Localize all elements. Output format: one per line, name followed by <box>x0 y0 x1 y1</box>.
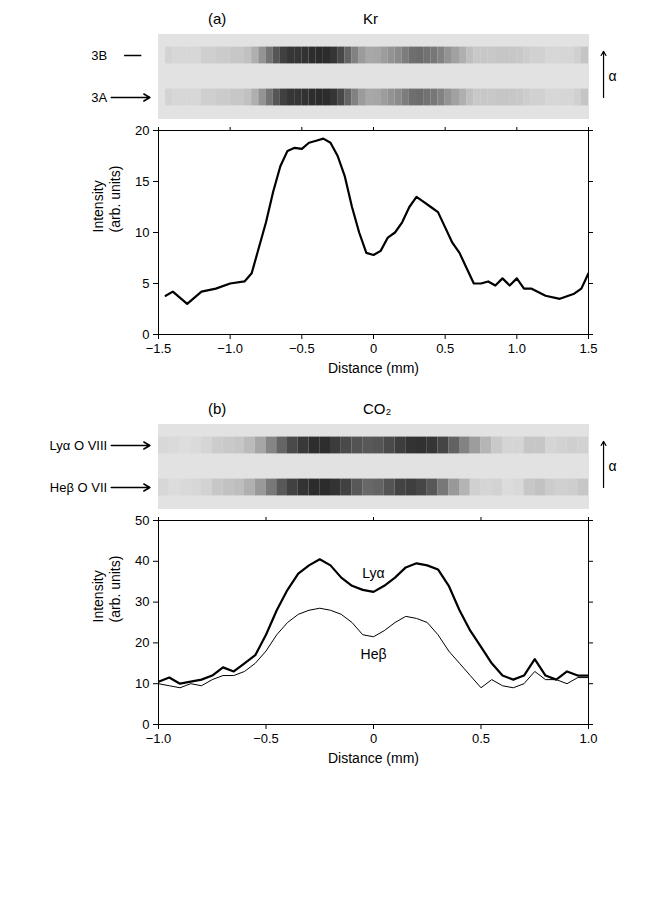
svg-text:Lyα: Lyα <box>362 565 384 581</box>
svg-text:10: 10 <box>135 225 149 240</box>
svg-text:−0.5: −0.5 <box>289 341 315 356</box>
svg-text:α: α <box>609 458 617 474</box>
svg-text:Distance (mm): Distance (mm) <box>328 360 419 376</box>
svg-text:0.5: 0.5 <box>472 731 490 746</box>
html-text:Kr: Kr <box>363 10 378 27</box>
svg-text:40: 40 <box>135 553 149 568</box>
svg-text:Intensity(arb. units): Intensity(arb. units) <box>90 166 123 233</box>
svg-text:1.0: 1.0 <box>508 341 526 356</box>
svg-text:3A: 3A <box>91 90 107 105</box>
svg-text:−1.0: −1.0 <box>146 731 172 746</box>
html-text:(a): (a) <box>208 10 227 27</box>
svg-text:Heβ O VII: Heβ O VII <box>50 480 107 495</box>
svg-text:0: 0 <box>142 717 149 732</box>
svg-text:0: 0 <box>370 731 377 746</box>
svg-text:20: 20 <box>135 635 149 650</box>
svg-text:0: 0 <box>142 327 149 342</box>
svg-text:−1.5: −1.5 <box>146 341 172 356</box>
svg-text:1.5: 1.5 <box>579 341 597 356</box>
svg-text:−0.5: −0.5 <box>253 731 279 746</box>
html-text:CO₂: CO₂ <box>363 400 392 417</box>
svg-text:50: 50 <box>135 513 149 528</box>
svg-text:0.5: 0.5 <box>436 341 454 356</box>
svg-text:3B: 3B <box>91 48 107 63</box>
svg-text:5: 5 <box>142 276 149 291</box>
svg-text:30: 30 <box>135 594 149 609</box>
html-text:(b): (b) <box>208 400 227 417</box>
svg-text:20: 20 <box>135 123 149 138</box>
svg-text:1.0: 1.0 <box>579 731 597 746</box>
svg-text:Lyα O VIII: Lyα O VIII <box>50 438 108 453</box>
svg-text:α: α <box>609 68 617 84</box>
svg-text:−1.0: −1.0 <box>217 341 243 356</box>
svg-text:Heβ: Heβ <box>361 646 387 662</box>
svg-text:0: 0 <box>370 341 377 356</box>
svg-text:Intensity(arb. units): Intensity(arb. units) <box>90 556 123 623</box>
svg-text:15: 15 <box>135 174 149 189</box>
svg-text:10: 10 <box>135 676 149 691</box>
svg-text:Distance (mm): Distance (mm) <box>328 750 419 766</box>
